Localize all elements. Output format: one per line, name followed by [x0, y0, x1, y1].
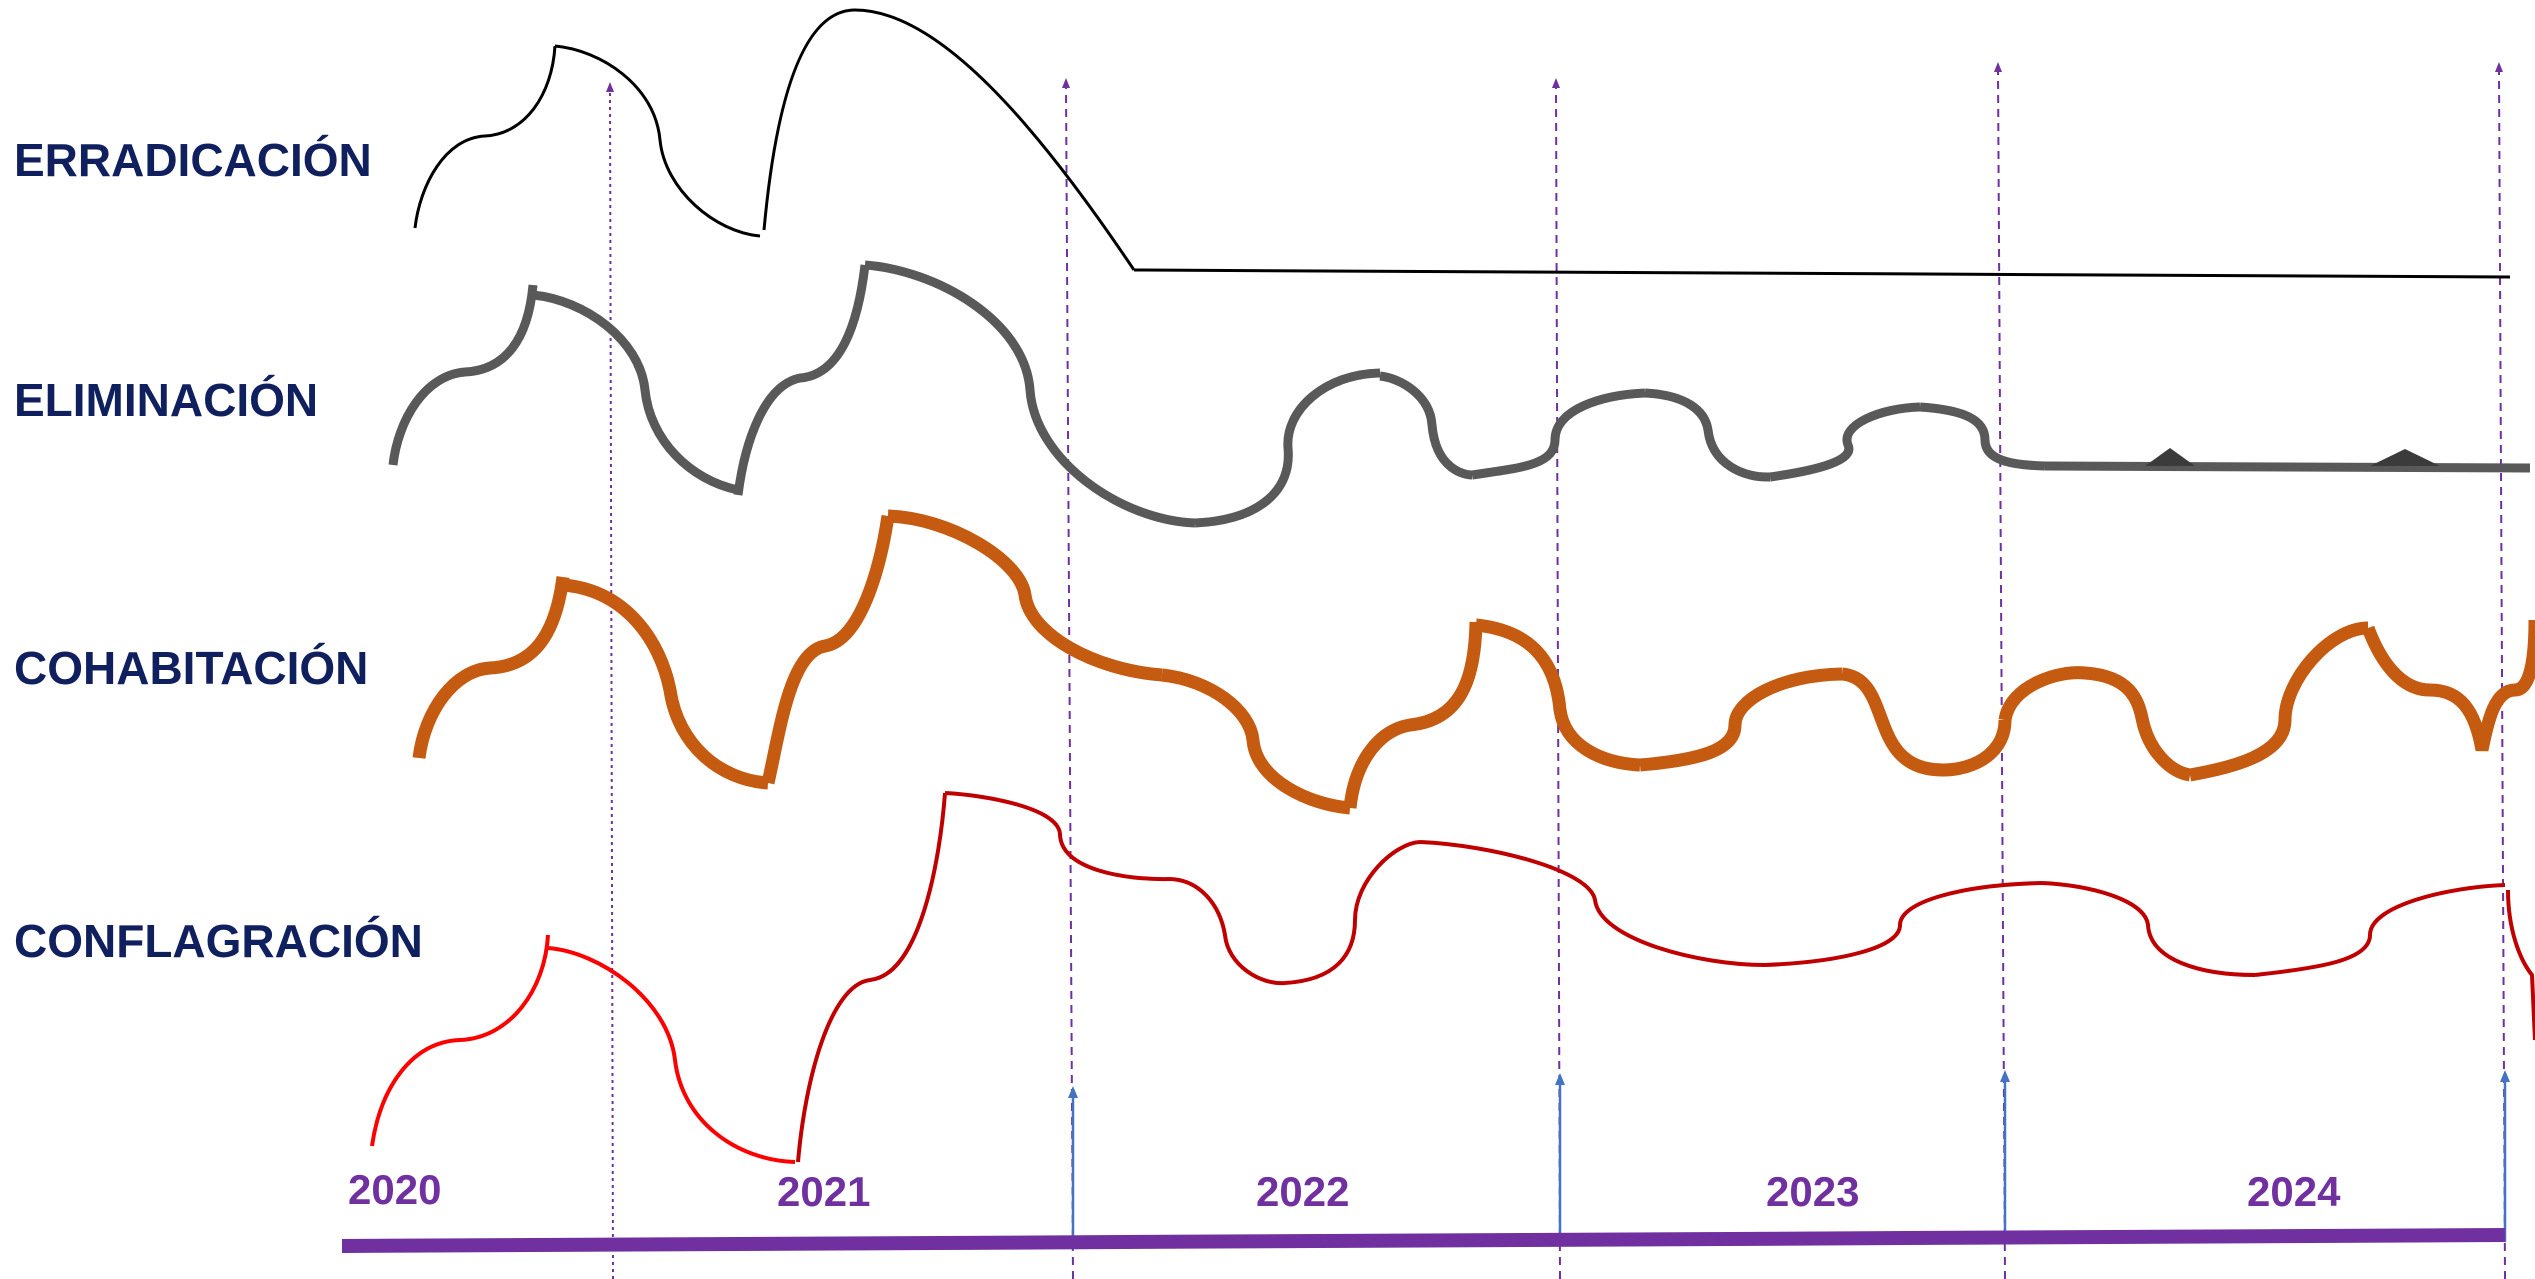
cohabitacion-line — [412, 509, 2535, 815]
year-label-2020: 2020 — [348, 1166, 442, 1213]
divider-2 — [1062, 78, 1074, 1279]
conflagracion-line — [370, 791, 2535, 1164]
year-label-2021: 2021 — [777, 1168, 871, 1215]
row-label-eliminacion: ELIMINACIÓN — [14, 374, 319, 426]
divider-1 — [606, 82, 614, 1279]
erradicacion-line — [413, 8, 2511, 279]
row-label-erradicacion: ERRADICACIÓN — [14, 134, 372, 186]
year-label-2024: 2024 — [2247, 1168, 2341, 1215]
row-label-cohabitacion: COHABITACIÓN — [14, 642, 369, 694]
timeline-bar — [341, 1228, 2506, 1253]
year-label-2023: 2023 — [1766, 1168, 1860, 1215]
row-label-conflagracion: CONFLAGRACIÓN — [14, 915, 423, 967]
blue-arrows — [1068, 1070, 2510, 1242]
year-label-2022: 2022 — [1256, 1168, 1350, 1215]
eliminacion-line — [388, 260, 2531, 528]
